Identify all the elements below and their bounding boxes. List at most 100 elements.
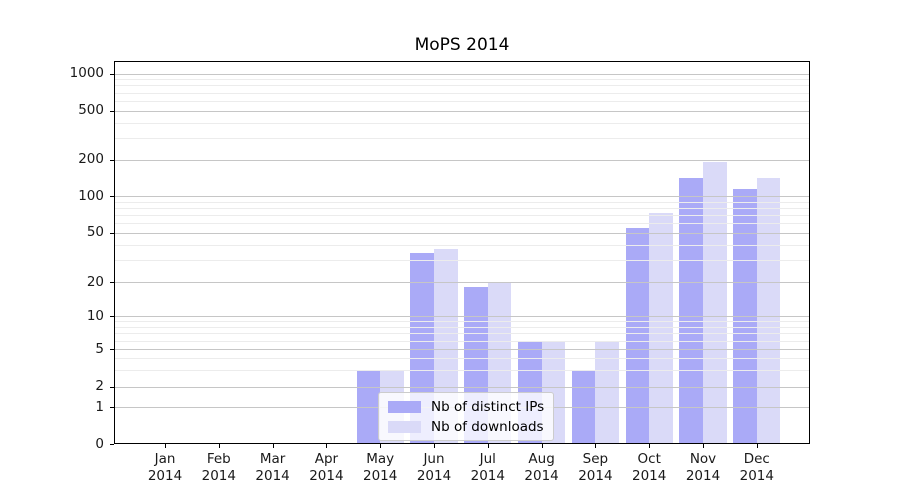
gridline-minor-7 <box>115 333 809 335</box>
x-tick-year: 2014 <box>201 467 236 484</box>
gridline-major-2 <box>115 386 809 388</box>
y-tick-mark-200 <box>110 159 114 161</box>
x-tick-month: May <box>366 451 395 467</box>
x-tick-mark-oct <box>649 444 651 448</box>
y-tick-label-5: 5 <box>95 340 104 357</box>
gridline-minor-300 <box>115 137 809 139</box>
x-tick-mark-jan <box>165 444 166 448</box>
y-tick-label-1: 1 <box>95 398 104 415</box>
gridline-major-20 <box>115 282 809 283</box>
y-tick-mark-1000 <box>110 73 114 75</box>
x-tick-year: 2014 <box>363 467 398 484</box>
legend-item-distinct-ips: Nb of distinct IPs <box>388 398 545 415</box>
x-tick-mark-apr <box>326 444 328 448</box>
x-tick-label-apr: Apr 2014 <box>296 451 356 484</box>
gridline-major-1000 <box>115 73 809 75</box>
y-tick-mark-2 <box>110 386 114 388</box>
gridline-minor-600 <box>115 100 809 102</box>
x-tick-year: 2014 <box>416 467 452 484</box>
gridline-minor-70 <box>115 214 809 216</box>
x-tick-month: Sep <box>582 451 609 467</box>
y-tick-mark-50 <box>110 232 114 234</box>
legend-label-distinct-ips: Nb of distinct IPs <box>431 398 545 415</box>
bar-downloads-sep <box>595 340 620 443</box>
gridline-major-500 <box>115 110 809 112</box>
x-tick-mark-feb <box>218 444 220 448</box>
x-tick-mark-jul <box>487 444 489 448</box>
y-tick-label-10: 10 <box>86 307 104 324</box>
gridline-minor-6 <box>115 340 809 342</box>
x-tick-month: Dec <box>743 451 770 467</box>
x-tick-label-aug: Aug 2014 <box>512 451 572 484</box>
x-tick-year: 2014 <box>524 467 559 484</box>
y-tick-mark-100 <box>110 196 114 197</box>
gridline-major-200 <box>115 159 809 161</box>
y-tick-label-50: 50 <box>86 224 104 241</box>
x-tick-year: 2014 <box>578 467 613 484</box>
legend-swatch-distinct-ips <box>388 400 421 413</box>
x-tick-mark-nov <box>703 444 704 448</box>
gridline-minor-30 <box>115 260 809 262</box>
x-tick-label-jan: Jan 2014 <box>135 451 195 484</box>
x-tick-label-mar: Mar 2014 <box>243 451 303 484</box>
x-tick-month: Apr <box>314 451 339 467</box>
gridline-major-10 <box>115 316 809 317</box>
bar-downloads-dec <box>756 178 781 443</box>
x-tick-month: Feb <box>206 451 231 467</box>
gridline-minor-400 <box>115 122 809 124</box>
x-tick-month: Oct <box>637 451 661 467</box>
gridline-minor-900 <box>115 79 809 81</box>
legend-item-downloads: Nb of downloads <box>388 418 544 435</box>
y-tick-label-200: 200 <box>78 151 104 167</box>
x-tick-label-jul: Jul 2014 <box>458 451 518 484</box>
gridline-minor-90 <box>115 201 809 203</box>
x-tick-label-may: May 2014 <box>350 451 410 484</box>
gridline-minor-700 <box>115 92 809 94</box>
y-tick-mark-10 <box>110 316 114 317</box>
gridline-minor-3 <box>115 370 809 372</box>
x-tick-mark-jun <box>434 444 435 448</box>
x-tick-year: 2014 <box>685 467 721 484</box>
x-tick-mark-sep <box>595 444 597 448</box>
gridline-minor-80 <box>115 207 809 209</box>
y-tick-label-20: 20 <box>86 273 104 290</box>
y-tick-mark-500 <box>110 110 114 112</box>
x-tick-year: 2014 <box>255 467 290 484</box>
bar-distinct-ips-oct <box>625 227 650 443</box>
bar-downloads-oct <box>649 212 673 443</box>
y-tick-label-100: 100 <box>78 187 104 204</box>
gridline-minor-8 <box>115 326 809 328</box>
bar-distinct-ips-may <box>356 370 381 443</box>
x-tick-year: 2014 <box>739 467 774 484</box>
x-tick-label-jun: Jun 2014 <box>404 451 464 484</box>
gridline-major-100 <box>115 196 809 197</box>
x-tick-month: Jun <box>423 451 445 467</box>
x-tick-label-feb: Feb 2014 <box>189 451 249 484</box>
x-tick-year: 2014 <box>147 467 183 484</box>
x-tick-mark-may <box>380 444 382 448</box>
legend-label-downloads: Nb of downloads <box>431 418 544 435</box>
x-tick-mark-mar <box>272 444 274 448</box>
y-tick-label-2: 2 <box>95 378 104 394</box>
x-tick-mark-dec <box>756 444 758 448</box>
y-tick-mark-1 <box>110 407 114 408</box>
x-tick-month: Nov <box>689 451 717 467</box>
y-tick-label-1000: 1000 <box>69 65 104 81</box>
bar-distinct-ips-sep <box>571 370 596 443</box>
bar-distinct-ips-nov <box>679 178 703 443</box>
x-tick-year: 2014 <box>309 467 344 484</box>
gridline-major-50 <box>115 232 809 234</box>
x-tick-month: Jan <box>154 451 176 467</box>
gridline-major-5 <box>115 349 809 351</box>
plot-area: Nb of distinct IPs Nb of downloads <box>114 61 810 444</box>
chart-title: MoPS 2014 <box>414 35 510 55</box>
x-tick-label-oct: Oct 2014 <box>619 451 679 484</box>
x-tick-year: 2014 <box>470 467 505 484</box>
y-tick-mark-5 <box>110 349 114 351</box>
x-tick-label-sep: Sep 2014 <box>565 451 625 484</box>
y-tick-label-500: 500 <box>78 102 104 119</box>
legend-swatch-downloads <box>388 420 421 433</box>
y-tick-mark-20 <box>110 282 114 283</box>
gridline-minor-800 <box>115 85 809 87</box>
y-tick-label-0: 0 <box>95 435 104 452</box>
